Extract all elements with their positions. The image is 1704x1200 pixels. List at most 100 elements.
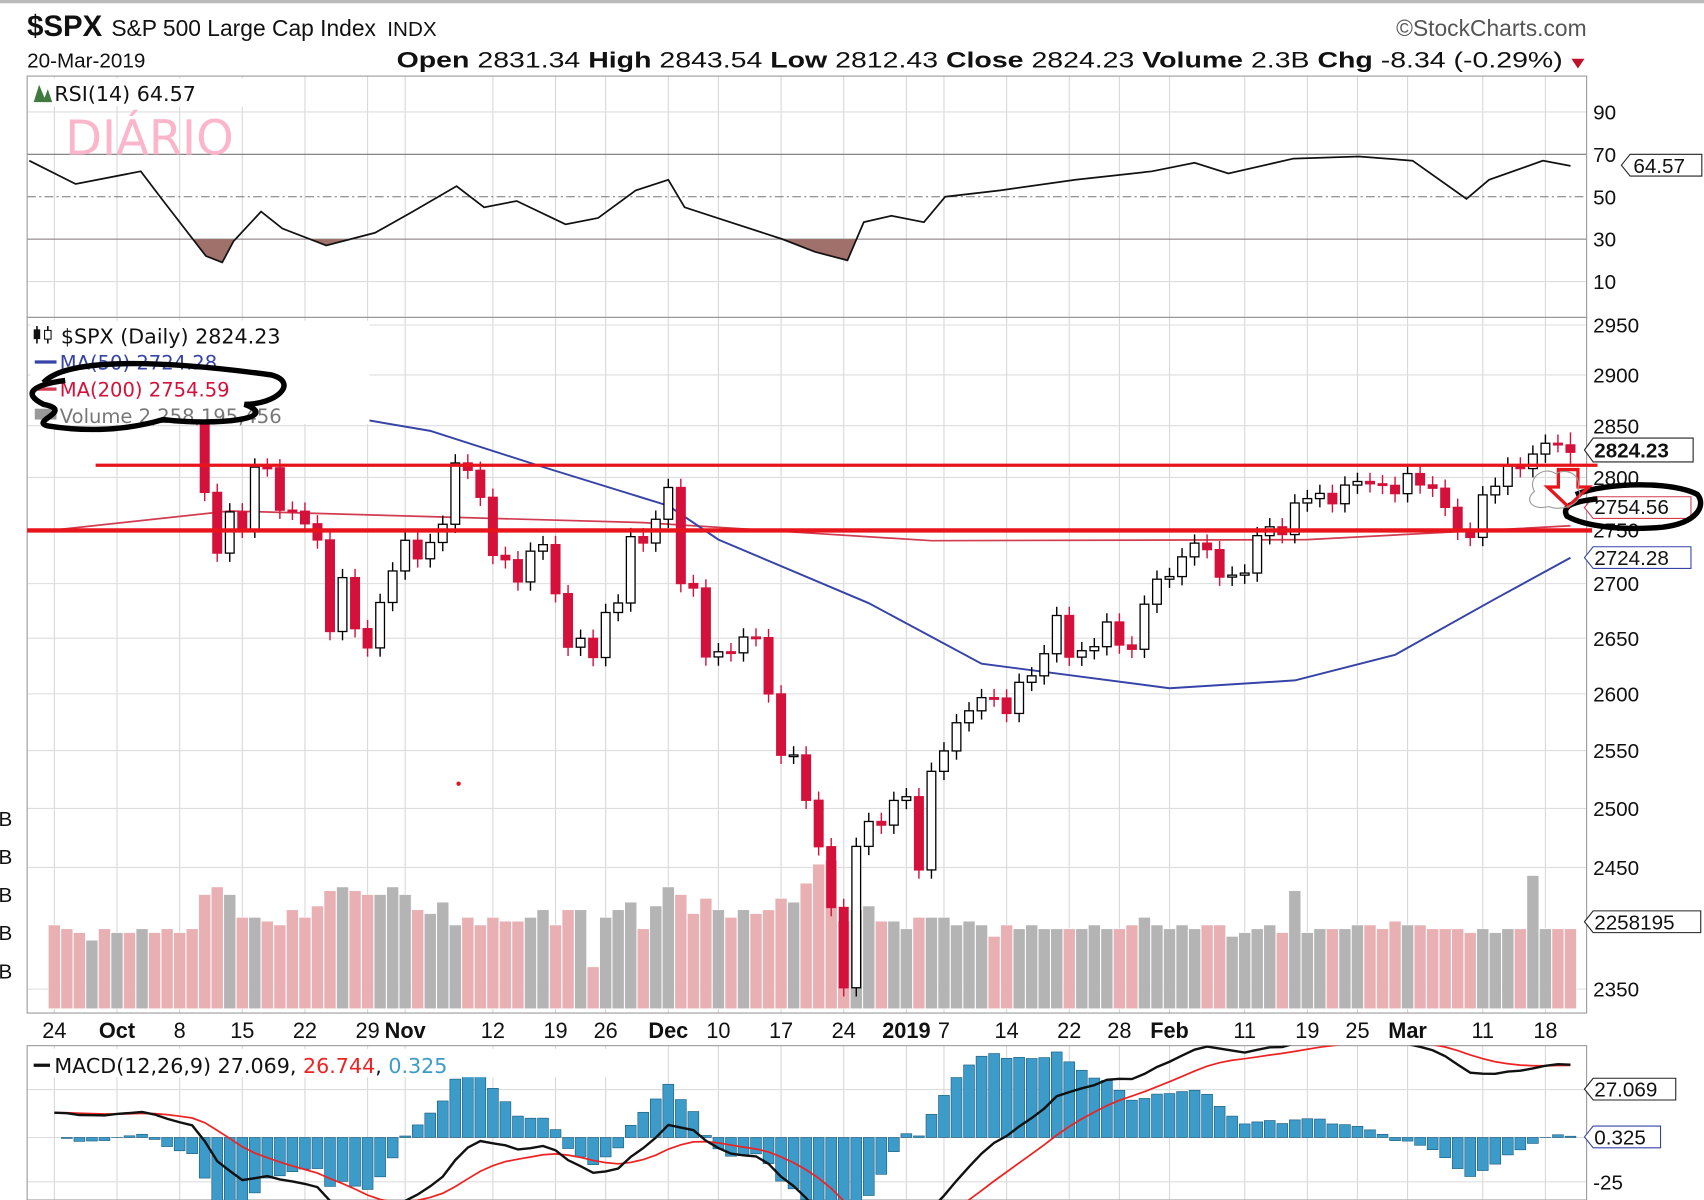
macd-histogram-bar	[1038, 1057, 1050, 1138]
candlestick-icon	[33, 326, 52, 344]
macd-histogram-bar	[637, 1111, 650, 1138]
candle-body	[387, 570, 398, 604]
candle-body	[1039, 653, 1050, 677]
macd-histogram-bar	[136, 1133, 148, 1138]
volume-bar	[185, 928, 199, 1009]
macd-histogram-bar	[1351, 1125, 1364, 1138]
x-tick-label: 2019	[882, 1018, 930, 1043]
macd-histogram-bar	[236, 1137, 249, 1200]
macd-histogram-bar	[1451, 1137, 1464, 1169]
volume-bar	[1037, 928, 1051, 1009]
price-panel	[26, 316, 1588, 1014]
candle-body	[1252, 534, 1263, 574]
macd-histogram-bar	[349, 1137, 361, 1187]
macd-histogram-bar	[1552, 1134, 1564, 1138]
volume-bar	[1075, 928, 1089, 1009]
volume-bar	[699, 898, 713, 1009]
macd-histogram-bar	[925, 1113, 938, 1138]
rsi-tick-label: 50	[1593, 186, 1616, 209]
volume-bar	[900, 928, 913, 1009]
macd-histogram-bar	[863, 1137, 875, 1196]
volume-bar	[1388, 920, 1402, 1009]
macd-histogram-bar	[888, 1137, 900, 1152]
candle-body	[801, 754, 812, 801]
candle-body	[1352, 480, 1363, 486]
candle-body	[1189, 542, 1200, 558]
down-arrow-icon	[1543, 467, 1593, 509]
price-tick-label: 2600	[1593, 683, 1639, 706]
volume-bar	[1000, 924, 1013, 1009]
volume-bar	[875, 920, 888, 1009]
candle-body	[1214, 548, 1225, 578]
macd-histogram-bar	[411, 1124, 424, 1138]
candle-body	[725, 651, 736, 655]
macd-histogram-bar	[299, 1137, 311, 1170]
volume-bar	[1125, 924, 1139, 1009]
x-tick-label: 19	[1295, 1018, 1319, 1043]
macd-histogram-bar	[1477, 1137, 1489, 1171]
macd-histogram-bar	[123, 1135, 136, 1138]
histogram-value-tag: 0.325	[1583, 1125, 1662, 1150]
volume-bar	[1063, 928, 1076, 1009]
brand-logo-text[interactable]: ©StockCharts.com	[1396, 15, 1586, 41]
macd-histogram-bar	[612, 1137, 624, 1149]
macd-histogram-bar	[286, 1137, 299, 1172]
x-tick-label: 8	[174, 1018, 186, 1043]
x-tick-label: Oct	[99, 1018, 135, 1043]
candle-body	[964, 710, 975, 724]
candle-body	[1415, 472, 1426, 486]
candle-body	[976, 696, 987, 712]
open-value: 2831.34	[477, 47, 580, 72]
volume-bar	[423, 913, 437, 1009]
candle-body	[1239, 572, 1250, 576]
macd-histogram-bar	[1251, 1121, 1263, 1138]
volume-bar	[1025, 924, 1038, 1009]
macd-tick-label: -25	[1593, 1171, 1623, 1194]
candle-body	[663, 486, 674, 520]
candle-body	[700, 587, 711, 658]
volume-bar	[336, 886, 349, 1009]
candle-body	[362, 628, 373, 649]
svg-text:2824.23: 2824.23	[1594, 440, 1669, 463]
exchange: INDX	[387, 18, 437, 41]
volume-tick-label: 1B	[0, 960, 12, 983]
candle-body	[625, 535, 636, 604]
volume-bar	[173, 932, 186, 1009]
candle-body	[1452, 506, 1463, 532]
candle-body	[400, 539, 411, 572]
svg-text:2754.56: 2754.56	[1594, 496, 1669, 519]
volume-bar	[1175, 924, 1189, 1009]
candle-body	[1527, 453, 1538, 470]
chart-date: 20-Mar-2019	[27, 49, 145, 72]
macd-histogram-bar	[1226, 1115, 1238, 1138]
volume-bar	[298, 917, 312, 1009]
volume-bar	[937, 917, 951, 1009]
macd-histogram-bar	[336, 1137, 349, 1182]
macd-histogram-bar	[1464, 1137, 1476, 1177]
macd-histogram-bar	[1000, 1057, 1013, 1138]
candle-body	[1540, 442, 1551, 455]
candle-body	[212, 491, 223, 554]
macd-histogram-bar	[850, 1137, 863, 1200]
volume-bar	[1188, 928, 1201, 1009]
price-tick-label: 2900	[1593, 365, 1639, 388]
volume-bar	[574, 909, 587, 1009]
top-border	[0, 0, 1704, 4]
index-name: S&P 500 Large Cap Index	[111, 15, 376, 41]
candle-body	[324, 539, 335, 633]
macd-histogram-bar	[913, 1135, 925, 1138]
x-tick-label: 12	[481, 1018, 505, 1043]
volume-bar	[1225, 936, 1239, 1009]
volume-bar	[524, 917, 537, 1009]
volume-bar	[712, 909, 725, 1009]
candle-body	[1227, 574, 1238, 578]
price-tick-label: 2700	[1593, 573, 1639, 596]
macd-histogram-bar	[386, 1137, 399, 1159]
volume-bar	[1113, 928, 1126, 1009]
candle-body	[237, 511, 248, 530]
candle-body	[776, 693, 787, 756]
volume-bar	[135, 928, 149, 1009]
macd-histogram-bar	[524, 1117, 537, 1138]
macd-histogram-bar	[487, 1088, 499, 1138]
